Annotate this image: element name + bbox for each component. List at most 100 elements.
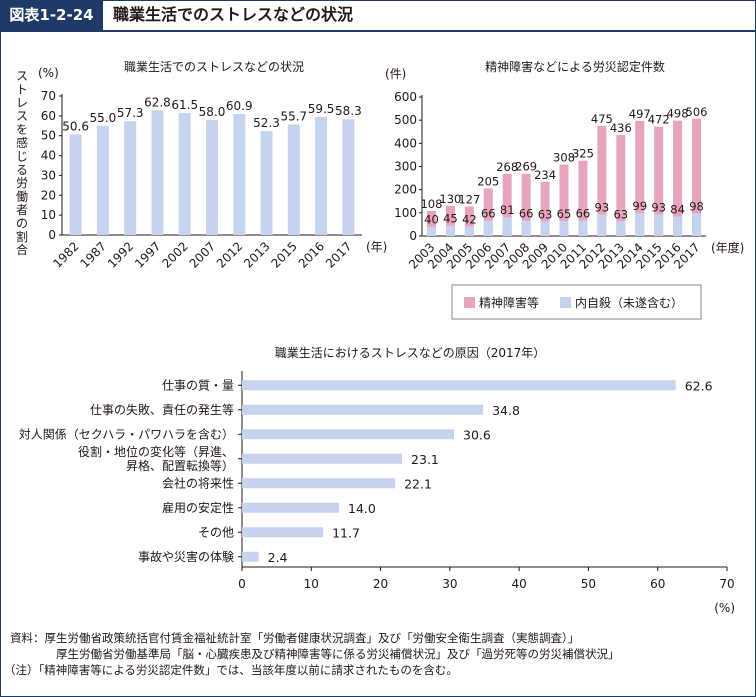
chart2-bar-suicide [578,220,588,236]
chart1-y-tick-label: 40 [41,149,56,163]
chart1-data-label: 50.6 [62,120,89,134]
chart1-bar [315,116,328,235]
chart1-y-tick-label: 0 [48,228,56,242]
chart3-data-label: 22.1 [404,476,432,491]
chart2-bar-suicide [597,214,607,236]
chart1-x-tick-label: 2007 [187,239,218,270]
chart3-category-label: 事故や災害の体験 [138,549,234,564]
chart2-bar-suicide [540,221,550,236]
chart1-title: 職業生活でのストレスなどの状況 [124,59,304,74]
chart1-bar [233,114,246,235]
chart3-x-tick-label: 40 [512,577,527,591]
chart1-x-tick-label: 2017 [323,239,354,270]
chart2-bar-suicide [654,214,664,236]
chart1-y-tick-label: 20 [41,188,56,202]
chart3-bar [242,502,339,513]
chart2-bar-mental [464,206,474,236]
chart2-total-label: 268 [496,160,518,174]
chart1-y-label-char: 割 [16,229,28,244]
chart3-x-tick-label: 0 [238,577,246,591]
chart2-bar-mental [483,188,493,236]
chart2-total-label: 205 [477,175,499,189]
stress-causes-chart: 職業生活におけるストレスなどの原因（2017年） 0 10 20 30 40 50 60 70 (… [19,346,735,615]
chart1-y-tick-label: 60 [41,109,56,123]
chart2-bar-suicide [521,220,531,236]
chart2-y-tick-label: 500 [394,113,417,127]
chart1-x-tick-label: 1982 [50,239,81,270]
chart2-bar-mental [578,160,588,236]
chart1-data-label: 58.3 [335,104,362,118]
chart1-y-tick-label: 10 [41,208,56,222]
chart2-bar-suicide [559,220,569,236]
chart1-y-label-char: じ [16,149,28,163]
chart1-data-label: 58.0 [199,105,226,119]
figure-title: 職業生活でのストレスなどの状況 [113,5,354,24]
chart2-suicide-label: 66 [519,207,534,221]
chart1-y-tick-label: 70 [41,89,56,103]
chart3-bar [242,380,676,391]
chart2-bar-mental [445,205,455,236]
chart3-data-label: 23.1 [411,452,439,467]
chart2-suicide-label: 81 [500,203,515,217]
chart1-y-tick-label: 30 [41,168,56,182]
chart2-suicide-label: 65 [557,207,572,221]
chart2-y-tick-label: 400 [394,136,417,150]
figure-header: 図表1-2-24 職業生活でのストレスなどの状況 [0,0,756,32]
chart2-title: 精神障害などによる労災認定件数 [485,59,665,74]
chart2-legend: 精神障害等 内自殺（未遂含む） [451,284,702,320]
chart2-suicide-label: 63 [538,207,553,221]
chart3-title: 職業生活におけるストレスなどの原因（2017年） [275,346,546,360]
chart2-legend-box [451,284,702,320]
chart2-suicide-label: 93 [651,200,666,214]
chart1-x-tick-label: 2012 [214,239,245,270]
chart1-y-unit: (%) [38,66,59,80]
chart1-x-tick-label: 2013 [241,239,272,270]
chart3-bar [242,404,484,415]
chart1-bar [124,121,137,235]
chart1-bar [287,124,300,235]
chart2-total-label: 506 [686,105,708,119]
chart2-bar-suicide [673,216,683,236]
chart3-category-label: 昇格、配置転換等） [126,458,234,473]
chart2-total-label: 234 [534,168,556,182]
chart2-bar-mental [521,173,531,236]
chart2-y-tick-label: 300 [394,160,417,174]
figure-number-badge: 図表1-2-24 [0,0,103,30]
chart2-total-label: 472 [648,113,670,127]
chart2-legend-label-suicide: 内自殺（未遂含む） [575,295,683,310]
chart2-legend-swatch-suicide [560,297,571,308]
chart2-bar-mental [654,126,664,236]
chart1-data-label: 60.9 [226,99,253,113]
chart2-legend-swatch-mental [464,297,475,308]
chart1-y-label-char: を [16,123,28,137]
chart2-y-tick-label: 600 [394,90,417,104]
chart1-bar [96,125,109,235]
chart1-data-label: 62.8 [144,95,171,109]
chart1-y-label-char: ト [16,82,28,96]
chart1-bar [260,131,273,235]
chart3-category-label: 役割・地位の変化等（昇進、 [78,444,234,459]
chart1-x-tick-label: 1987 [78,239,109,270]
chart3-data-label: 34.8 [492,403,520,418]
chart1-data-label: 61.5 [171,98,198,112]
chart1-y-label-char: ス [16,69,28,83]
chart2-y-tick-label: 200 [394,183,417,197]
chart3-category-label: 雇用の安定性 [162,500,234,515]
chart2-bar-suicide [483,220,493,236]
chart1-bar [342,119,355,235]
chart1-x-tick-label: 1997 [132,239,163,270]
chart1-x-tick-label: 2016 [296,239,327,270]
chart1-y-label-char: 働 [16,190,28,204]
chart2-bar-suicide [445,225,455,236]
chart3-x-tick-label: 50 [581,577,596,591]
chart3-data-label: 62.6 [685,378,713,393]
chart3-bar [242,453,403,464]
chart2-suicide-label: 66 [576,207,591,221]
source-line-2: 厚生労働省労働基準局「脳・心臓疾患及び精神障害等に係る労災補償状況」及び「過労死… [56,647,620,661]
chart2-total-label: 498 [667,107,689,121]
chart1-y-label-char: ス [16,109,28,123]
chart3-data-label: 2.4 [268,550,288,565]
chart1-y-label-char: の [16,216,28,230]
chart2-total-label: 436 [610,121,632,135]
chart1-bar [151,110,164,235]
